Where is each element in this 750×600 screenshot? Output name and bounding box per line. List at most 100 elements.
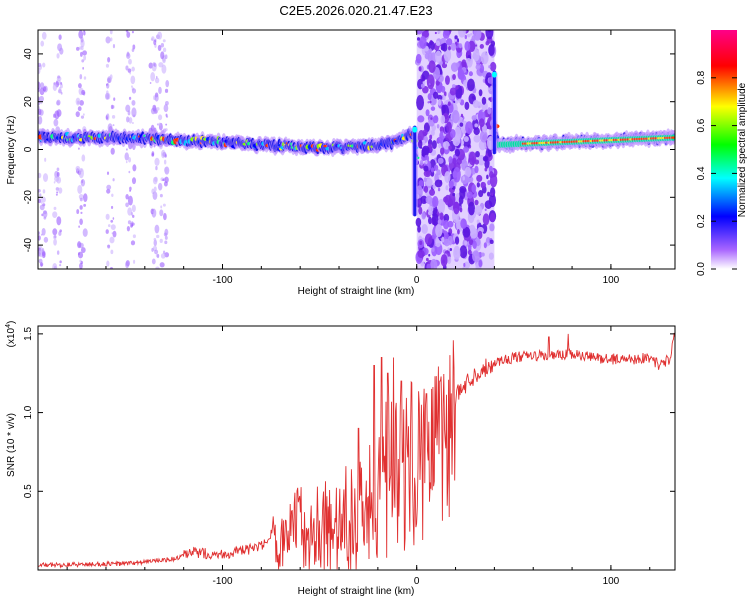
noise-blob: [480, 51, 489, 65]
snr-scale-factor: (x104): [5, 321, 17, 348]
noise-blob: [125, 160, 128, 164]
noise-blob: [113, 97, 116, 101]
noise-blob: [38, 62, 42, 68]
noise-blob: [160, 51, 165, 60]
noise-blob: [112, 124, 115, 127]
noise-blob: [56, 171, 60, 177]
noise-blob: [465, 121, 473, 134]
colorbar-gradient: [711, 30, 737, 269]
noise-blob: [79, 197, 83, 202]
spike-core: [492, 70, 496, 155]
noise-blob: [128, 117, 133, 124]
noise-blob: [129, 72, 132, 75]
noise-blob: [112, 217, 115, 220]
noise-blob: [463, 262, 466, 268]
noise-blob: [440, 254, 448, 267]
noise-blob: [437, 187, 441, 192]
noise-blob: [105, 36, 111, 44]
noise-blob: [457, 229, 460, 235]
noise-blob: [53, 235, 57, 240]
noise-blob: [156, 253, 160, 259]
y-tick-label: 0.5: [23, 484, 34, 498]
noise-blob: [81, 89, 86, 96]
noise-blob: [457, 30, 466, 38]
noise-blob: [425, 109, 430, 117]
noise-blob: [127, 110, 131, 116]
noise-blob: [83, 76, 87, 80]
noise-blob: [80, 51, 83, 57]
noise-blob: [57, 75, 61, 79]
noise-blob: [80, 211, 83, 215]
noise-blob: [162, 203, 166, 207]
noise-blob: [422, 85, 429, 94]
noise-blob: [428, 48, 432, 54]
noise-blob: [83, 30, 86, 36]
noise-blob: [479, 44, 484, 49]
noise-blob: [431, 247, 435, 252]
noise-blob: [55, 193, 58, 196]
x-tick-label: -100: [212, 275, 232, 286]
noise-blob: [157, 44, 162, 52]
noise-blob: [158, 122, 162, 127]
noise-blob: [60, 81, 63, 85]
noise-blob: [126, 148, 128, 151]
noise-blob: [155, 266, 160, 269]
noise-blob: [464, 34, 468, 40]
noise-blob: [461, 59, 467, 68]
noise-blob: [106, 188, 111, 194]
noise-blob: [151, 61, 157, 72]
noise-blob: [452, 166, 461, 183]
noise-blob: [427, 216, 433, 225]
noise-blob: [489, 239, 494, 244]
noise-blob: [441, 85, 446, 93]
noise-blob: [443, 140, 450, 150]
noise-blob: [432, 115, 439, 124]
noise-blob: [133, 259, 136, 264]
noise-blob: [59, 264, 62, 267]
noise-blob: [131, 88, 137, 94]
noise-blob: [111, 193, 114, 197]
noise-blob: [435, 40, 441, 46]
noise-blob: [77, 184, 83, 194]
noise-blob: [471, 115, 477, 121]
noise-blob: [430, 167, 435, 173]
noise-blob: [152, 210, 156, 214]
noise-blob: [487, 148, 493, 157]
noise-blob: [159, 193, 163, 198]
noise-blob: [434, 31, 437, 35]
noise-blob: [55, 187, 60, 191]
noise-blob: [442, 30, 450, 39]
x-tick-label: 100: [603, 576, 620, 587]
noise-blob: [110, 147, 115, 155]
noise-blob: [106, 90, 109, 95]
noise-blob: [127, 68, 132, 73]
noise-blob: [482, 110, 485, 113]
noise-blob: [131, 204, 136, 213]
noise-blob: [441, 236, 445, 243]
noise-blob: [459, 187, 466, 200]
noise-blob: [80, 36, 84, 43]
noise-blob: [452, 74, 456, 80]
noise-blob: [39, 95, 45, 102]
noise-blob: [127, 207, 133, 216]
noise-blob: [163, 213, 167, 221]
noise-blob: [464, 166, 472, 178]
noise-blob: [127, 220, 132, 225]
snr-ylabel: SNR (10 * v/v): [6, 413, 17, 477]
noise-blob: [427, 93, 432, 101]
noise-blob: [42, 210, 48, 218]
noise-blob: [52, 228, 58, 236]
noise-blob: [39, 82, 45, 90]
noise-blob: [428, 40, 435, 51]
noise-blob: [437, 198, 446, 215]
noise-blob: [112, 178, 115, 182]
noise-blob: [80, 247, 86, 254]
noise-blob: [160, 205, 163, 209]
noise-blob: [446, 121, 452, 133]
noise-blob: [474, 199, 479, 206]
noise-blob: [423, 165, 429, 172]
noise-blob: [423, 198, 426, 203]
snr-series-line: [38, 332, 675, 570]
noise-blob: [106, 184, 112, 190]
noise-blob: [464, 240, 468, 246]
